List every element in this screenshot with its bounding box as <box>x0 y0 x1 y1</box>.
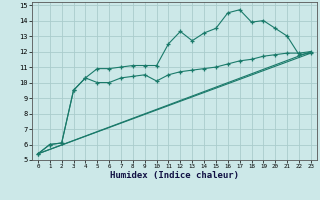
X-axis label: Humidex (Indice chaleur): Humidex (Indice chaleur) <box>110 171 239 180</box>
